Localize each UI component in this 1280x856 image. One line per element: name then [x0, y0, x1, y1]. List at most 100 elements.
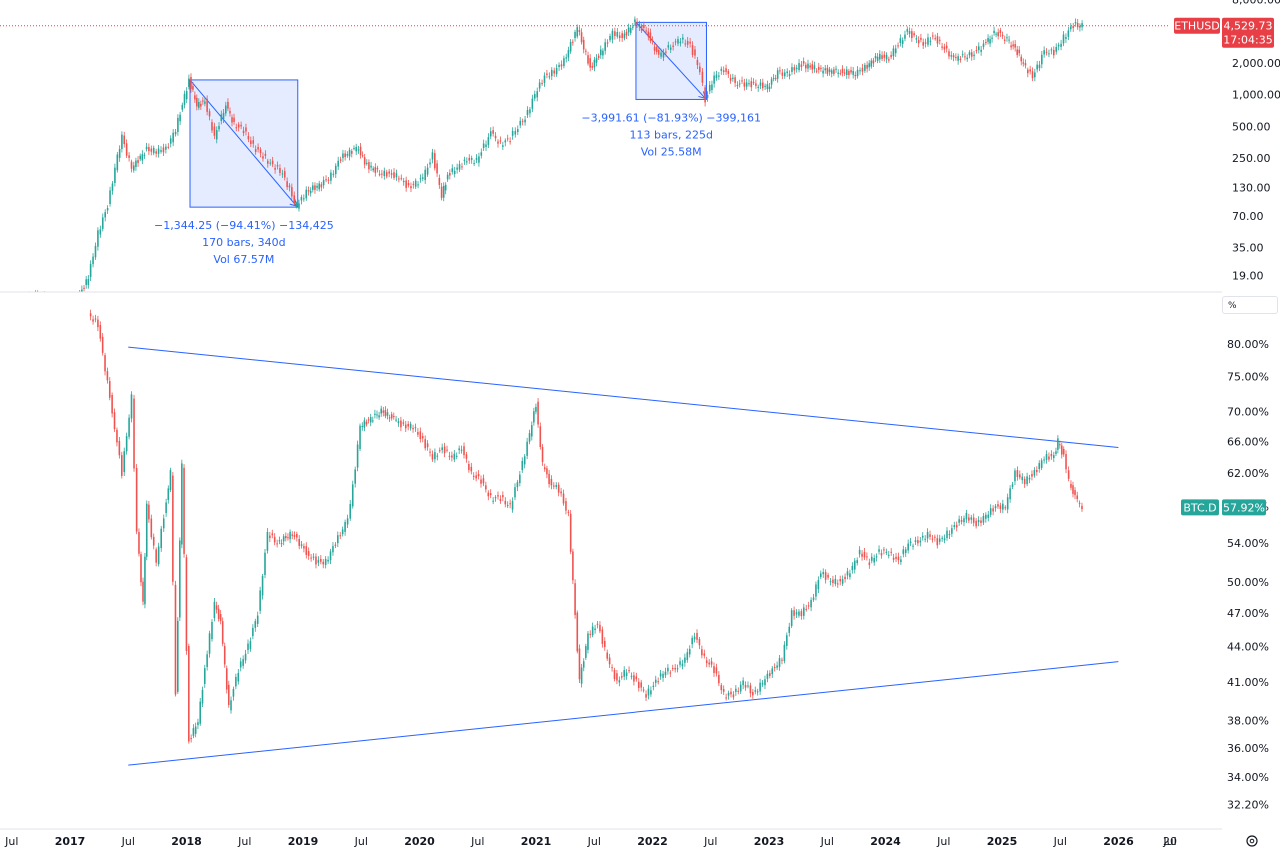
btcd-symbol-label: BTC.D	[1183, 501, 1216, 514]
btcd-candle-body	[572, 551, 574, 581]
ethusd-candle-body	[1003, 39, 1006, 41]
btcd-candle-body	[618, 680, 621, 683]
ethusd-candle-body	[139, 155, 141, 160]
btcd-candle-body	[203, 668, 206, 684]
btcd-candle-body	[213, 601, 216, 619]
btc-dominance-pane[interactable]: 80.00%75.00%70.00%66.00%62.00%58.00%54.0…	[89, 309, 1269, 812]
btcd-candle-body	[206, 654, 208, 668]
ethusd-candle-body	[593, 59, 596, 68]
btcd-candle-body	[747, 685, 749, 687]
btcd-candle-body	[555, 485, 558, 488]
ethusd-candle-body	[776, 70, 779, 79]
btcd-candle-body	[472, 475, 475, 477]
btcd-candle-body	[1062, 449, 1065, 455]
ethusd-candle-body	[595, 58, 598, 63]
ethusd-candle-body	[50, 300, 52, 304]
ethusd-candle-body	[300, 197, 303, 201]
ethusd-candle-body	[330, 172, 332, 181]
btcd-candle-body	[1006, 497, 1009, 510]
upper-trendline[interactable]	[128, 346, 1119, 448]
btcd-candle-body	[431, 454, 434, 460]
btcd-candle-body	[744, 685, 747, 688]
ethusd-candle-body	[353, 148, 355, 150]
btcd-candle-body	[546, 468, 548, 475]
btcd-candle-body	[327, 559, 329, 562]
btcd-value-tag[interactable]: BTC.D 57.92%	[1181, 499, 1266, 516]
btcd-candle-body	[819, 573, 822, 578]
btcd-candle-body	[197, 722, 199, 726]
btcd-candle-body	[722, 689, 725, 692]
ethusd-candle-body	[623, 33, 626, 39]
ethusd-candle-body	[64, 314, 66, 315]
btcd-candle-body	[856, 560, 859, 564]
ethusd-candle-body	[509, 141, 511, 143]
btcd-candle-body	[827, 574, 829, 578]
ethusd-candle-body	[46, 300, 48, 303]
btcd-candle-body	[907, 543, 909, 551]
ethusd-candle-body	[318, 183, 321, 190]
btcd-candle-body	[591, 626, 594, 636]
ethusd-candle-body	[202, 100, 204, 102]
ethusd-candle-body	[973, 54, 975, 57]
ethusd-candle-body	[941, 46, 943, 48]
ethusd-candle-body	[499, 140, 502, 142]
ethusd-candle-body	[480, 152, 483, 156]
btcd-candle-body	[708, 662, 710, 665]
btcd-candle-body	[280, 543, 283, 545]
ethusd-candle-body	[1067, 30, 1070, 37]
btcd-candle-body	[846, 571, 849, 576]
ethusd-candle-body	[864, 64, 866, 71]
time-axis[interactable]: Jul 2017 Jul 2018 Jul 2019 Jul 2020 Jul 2021 Jul 20…	[4, 835, 1258, 848]
btcd-candle-body	[873, 557, 875, 563]
btcd-candle-body	[941, 537, 943, 539]
btcd-candle-body	[509, 503, 511, 505]
ethusd-candle-body	[482, 143, 485, 148]
ethusd-candle-body	[757, 86, 760, 88]
btcd-candle-body	[1016, 470, 1019, 477]
btcd-candle-body	[623, 670, 626, 677]
btcd-candle-body	[120, 455, 123, 476]
price-range-measure[interactable]: −3,991.61 (−81.93%) −399,161 113 bars, 22…	[581, 21, 761, 158]
ethusd-candle-body	[215, 130, 218, 140]
btcd-candle-body	[773, 667, 776, 669]
btcd-candle-body	[419, 431, 422, 440]
ethusd-candle-body	[828, 69, 831, 72]
ethusd-candle-body	[959, 58, 962, 61]
btcd-candle-body	[674, 668, 676, 670]
btcd-candle-body	[681, 663, 684, 667]
ethusd-candle-body	[247, 135, 250, 140]
ethusd-candle-body	[614, 31, 616, 36]
btcd-y-tick-label: 66.00%	[1227, 435, 1269, 448]
price-range-measure[interactable]: −1,344.25 (−94.41%) −134,425 170 bars, 34…	[154, 79, 334, 266]
gear-icon[interactable]	[1246, 835, 1258, 847]
ethusd-pane[interactable]: 8,000.00 2,000.00 1,000.00 500.00 250.00 130.…	[0, 0, 1280, 318]
ethusd-candle-body	[961, 54, 964, 56]
percent-scale-toggle[interactable]: %	[1222, 296, 1278, 314]
ethusd-candle-body	[274, 167, 276, 170]
ethusd-candle-body	[516, 129, 519, 133]
ethusd-candle-body	[506, 138, 509, 140]
btcd-candle-body	[155, 549, 157, 563]
btcd-candle-body	[578, 648, 581, 680]
ethusd-candle-body	[390, 173, 393, 175]
btcd-candle-body	[931, 538, 934, 540]
ethusd-candle-body	[881, 55, 883, 59]
ethusd-candle-body	[453, 170, 456, 175]
ethusd-candle-body	[759, 82, 762, 86]
ethusd-candle-body	[741, 80, 743, 82]
ethusd-candle-body	[66, 312, 68, 313]
btcd-y-tick-label: 32.20%	[1227, 798, 1269, 811]
btcd-candle-body	[1070, 483, 1072, 488]
btcd-candle-body	[448, 455, 451, 457]
ethusd-candle-body	[995, 33, 997, 35]
lower-trendline[interactable]	[128, 661, 1119, 766]
time-axis-year-label: 2021	[521, 835, 552, 848]
btcd-candle-body	[839, 579, 842, 582]
btcd-candle-body	[138, 532, 140, 554]
ethusd-candle-body	[602, 50, 604, 56]
btcd-candle-body	[761, 682, 764, 685]
btcd-candle-body	[116, 429, 118, 443]
btcd-candle-body	[256, 615, 259, 624]
